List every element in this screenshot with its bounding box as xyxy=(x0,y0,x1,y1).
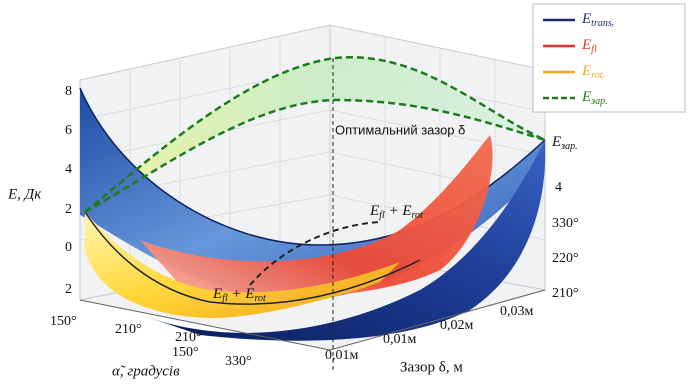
red-surface xyxy=(140,135,493,297)
optimum-curve xyxy=(249,221,381,286)
z-tick-label: 2 xyxy=(65,202,72,217)
z-tick-label: 8 xyxy=(65,84,72,99)
z-tick-label: 2 xyxy=(65,282,72,297)
y-tick-label: 0,01м xyxy=(325,348,359,363)
total-band xyxy=(85,57,545,212)
y-tick-label: 0,02м xyxy=(440,318,474,333)
legend-name: E xyxy=(581,63,591,79)
legend-label: Eзар. xyxy=(581,89,608,107)
x-tick-label: 210° xyxy=(115,322,142,337)
total-curve-lower xyxy=(84,98,546,214)
legend-label: Erotᵣ xyxy=(581,63,605,81)
yellow-edge xyxy=(84,211,421,305)
r-tick-label: 220° xyxy=(552,251,579,266)
x-tick-label: 210° xyxy=(175,330,202,345)
legend-sub: rotᵣ xyxy=(591,70,605,81)
x-axis-title: α̃, градусів xyxy=(112,363,180,379)
x-tick-label: 150° xyxy=(50,314,77,329)
z-axis-title: E, Дк xyxy=(7,186,42,202)
legend-name: E xyxy=(581,11,591,27)
legend-label: Etransᵣ xyxy=(581,11,615,29)
total-curve-upper xyxy=(84,56,546,213)
r-tick-label: 4 xyxy=(555,180,562,195)
legend-name: E xyxy=(581,37,591,53)
annotation-sum-1: Efl + Erot xyxy=(369,203,423,221)
r-tick-label: 210° xyxy=(552,286,579,301)
legend-sub: fl xyxy=(591,44,597,55)
y-axis-title: Зазор δ, м xyxy=(400,359,463,375)
annotation-total: Eзар. xyxy=(551,134,578,152)
annotation-sum-2: Efl + Erot xyxy=(212,286,266,304)
x-tick-label: 330° xyxy=(225,354,252,369)
legend-sub: transᵣ xyxy=(591,18,615,29)
navy-surface xyxy=(150,140,546,341)
legend-box xyxy=(532,3,686,113)
y-tick-label: 0,03м xyxy=(500,304,534,319)
y-tick-label: 0,01м xyxy=(383,332,417,347)
x-axis-line xyxy=(79,299,331,351)
z-tick-label: 0 xyxy=(65,240,72,255)
legend-sub: зар. xyxy=(590,96,607,107)
z-tick-label: 4 xyxy=(65,162,72,177)
y-axis-line xyxy=(329,289,546,351)
r-tick-label: 330° xyxy=(552,216,579,231)
x-tick-label: 150° xyxy=(172,345,199,360)
z-tick-label: 6 xyxy=(65,123,72,138)
legend-name: E xyxy=(581,89,591,105)
legend-label: Efl xyxy=(581,37,597,55)
annotation-optimum: Оптимальний зазор δ xyxy=(335,122,465,137)
